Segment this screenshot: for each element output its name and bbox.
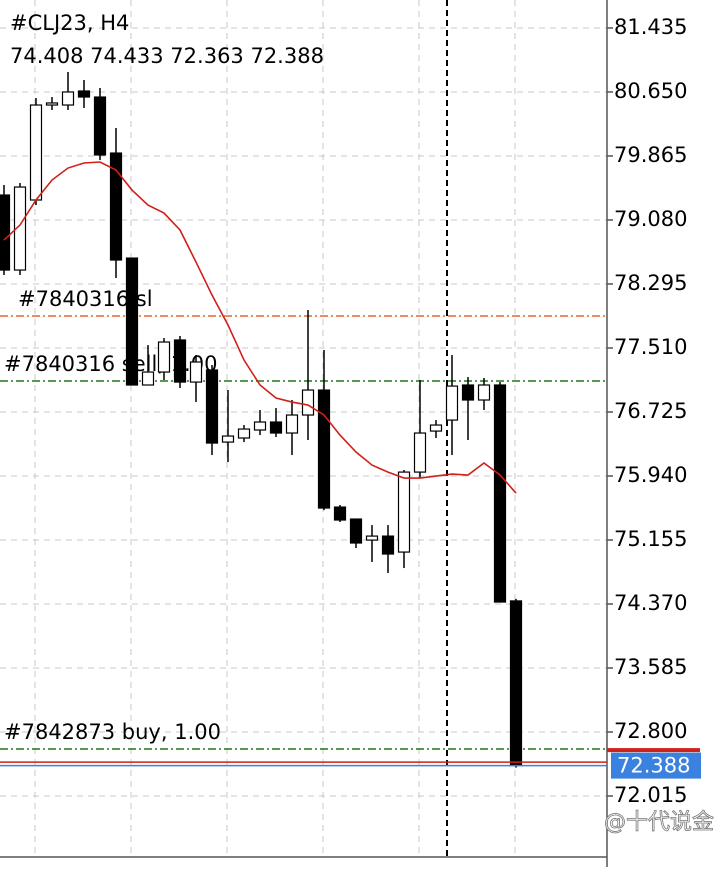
candle-body	[189, 361, 203, 383]
watermark: @十代说金	[604, 810, 714, 835]
y-tick-label: 72.015	[614, 783, 687, 807]
order-label: #7842873 buy, 1.00	[4, 720, 221, 744]
candle-body	[413, 432, 427, 473]
last-price-label: 72.388	[617, 754, 690, 778]
candle-body	[141, 371, 155, 386]
y-tick-label: 74.370	[614, 591, 687, 615]
y-tick-label: 77.510	[614, 335, 687, 359]
candle-body	[301, 389, 315, 416]
candle-body	[253, 421, 267, 431]
candle-body	[349, 518, 363, 544]
y-tick-label: 75.155	[614, 527, 687, 551]
y-tick-label: 76.725	[614, 399, 687, 423]
y-tick-label: 79.080	[614, 207, 687, 231]
candle-body	[317, 389, 331, 509]
y-tick-label: 79.865	[614, 143, 687, 167]
candle-body	[45, 102, 59, 106]
candle-body	[445, 385, 459, 421]
candle-body	[0, 194, 11, 271]
chart-subtitle: 74.408 74.433 72.363 72.388	[10, 44, 324, 68]
y-tick-label: 81.435	[614, 15, 687, 39]
candle-body	[237, 428, 251, 439]
candle-body	[13, 186, 27, 271]
candle-body	[365, 535, 379, 541]
candle-body	[157, 341, 171, 373]
candle-body	[29, 104, 43, 201]
chart-title: #CLJ23, H4	[10, 11, 129, 35]
ask-marker	[607, 748, 700, 753]
candle-body	[109, 152, 123, 261]
candle-body	[381, 535, 395, 555]
moving-average	[3, 161, 517, 494]
candle-body	[429, 424, 443, 432]
candle-body	[397, 471, 411, 553]
candle-body	[93, 96, 107, 156]
candle-body	[269, 421, 283, 434]
y-tick-label: 72.800	[614, 719, 687, 743]
y-tick-label: 80.650	[614, 79, 687, 103]
candle-body	[77, 90, 91, 98]
candle-body	[461, 384, 475, 401]
y-tick-label: 75.940	[614, 463, 687, 487]
y-tick-label: 73.585	[614, 655, 687, 679]
candle-body	[477, 384, 491, 401]
candle-body	[221, 435, 235, 443]
last-price-box	[611, 752, 701, 779]
candle-body	[61, 91, 75, 106]
y-tick-label: 78.295	[614, 271, 687, 295]
candle-body	[205, 369, 219, 444]
candle-body	[173, 339, 187, 383]
candle-body	[493, 384, 507, 603]
candle-body	[125, 257, 139, 386]
candle-body	[509, 600, 523, 767]
candle-body	[333, 506, 347, 521]
candle-body	[285, 414, 299, 434]
